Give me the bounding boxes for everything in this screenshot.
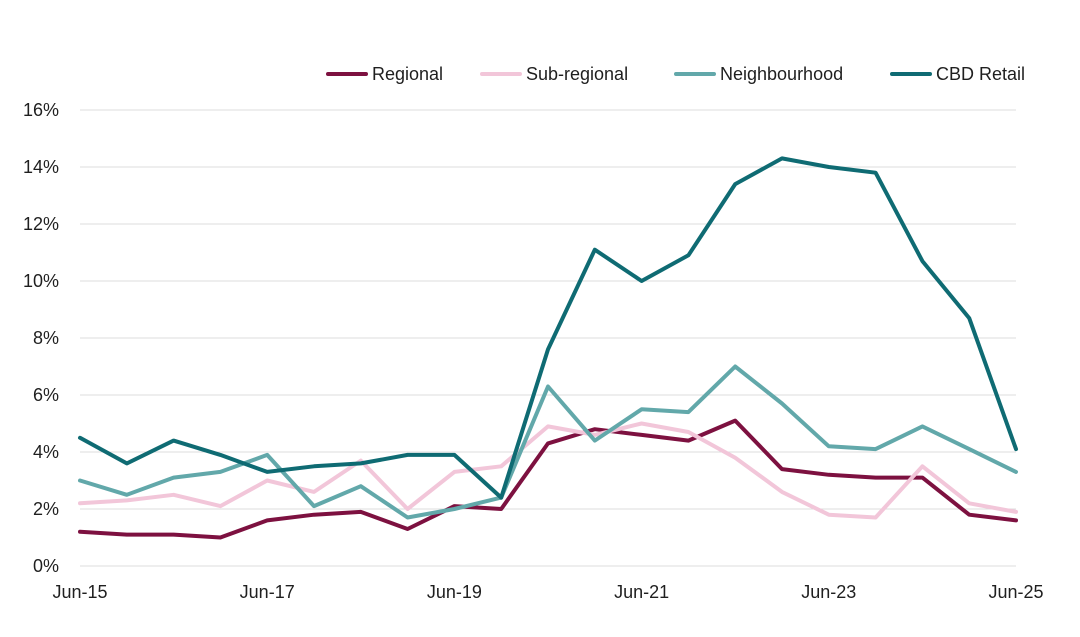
- y-tick-label: 10%: [23, 271, 59, 291]
- legend-label: Neighbourhood: [720, 64, 843, 84]
- y-tick-label: 0%: [33, 556, 59, 576]
- legend-label: Sub-regional: [526, 64, 628, 84]
- series-line-sub-regional: [78, 421, 1018, 520]
- y-axis-tick-labels: 0% 2% 4% 6% 8% 10% 12% 14% 16%: [23, 100, 59, 576]
- x-tick-label: Jun-17: [240, 582, 295, 602]
- x-tick-label: Jun-25: [988, 582, 1043, 602]
- y-tick-label: 8%: [33, 328, 59, 348]
- y-tick-label: 16%: [23, 100, 59, 120]
- legend-item-sub-regional: Sub-regional: [480, 64, 628, 84]
- series-line-regional: [78, 418, 1018, 540]
- legend: Regional Sub-regional Neighbourhood CBD Ret…: [326, 64, 1025, 84]
- y-tick-label: 6%: [33, 385, 59, 405]
- y-tick-label: 14%: [23, 157, 59, 177]
- series-line-neighbourhood: [78, 364, 1018, 520]
- series-lines: [78, 156, 1018, 540]
- y-tick-label: 4%: [33, 442, 59, 462]
- legend-item-cbd-retail: CBD Retail: [890, 64, 1025, 84]
- y-tick-label: 2%: [33, 499, 59, 519]
- legend-label: CBD Retail: [936, 64, 1025, 84]
- x-tick-label: Jun-23: [801, 582, 856, 602]
- legend-item-neighbourhood: Neighbourhood: [674, 64, 843, 84]
- y-tick-label: 12%: [23, 214, 59, 234]
- legend-item-regional: Regional: [326, 64, 443, 84]
- x-axis-tick-labels: Jun-15 Jun-17 Jun-19 Jun-21 Jun-23 Jun-25: [52, 582, 1043, 602]
- x-tick-label: Jun-19: [427, 582, 482, 602]
- gridlines: [80, 109, 1016, 567]
- x-tick-label: Jun-21: [614, 582, 669, 602]
- series-line-cbd-retail: [78, 156, 1018, 500]
- legend-label: Regional: [372, 64, 443, 84]
- x-tick-label: Jun-15: [52, 582, 107, 602]
